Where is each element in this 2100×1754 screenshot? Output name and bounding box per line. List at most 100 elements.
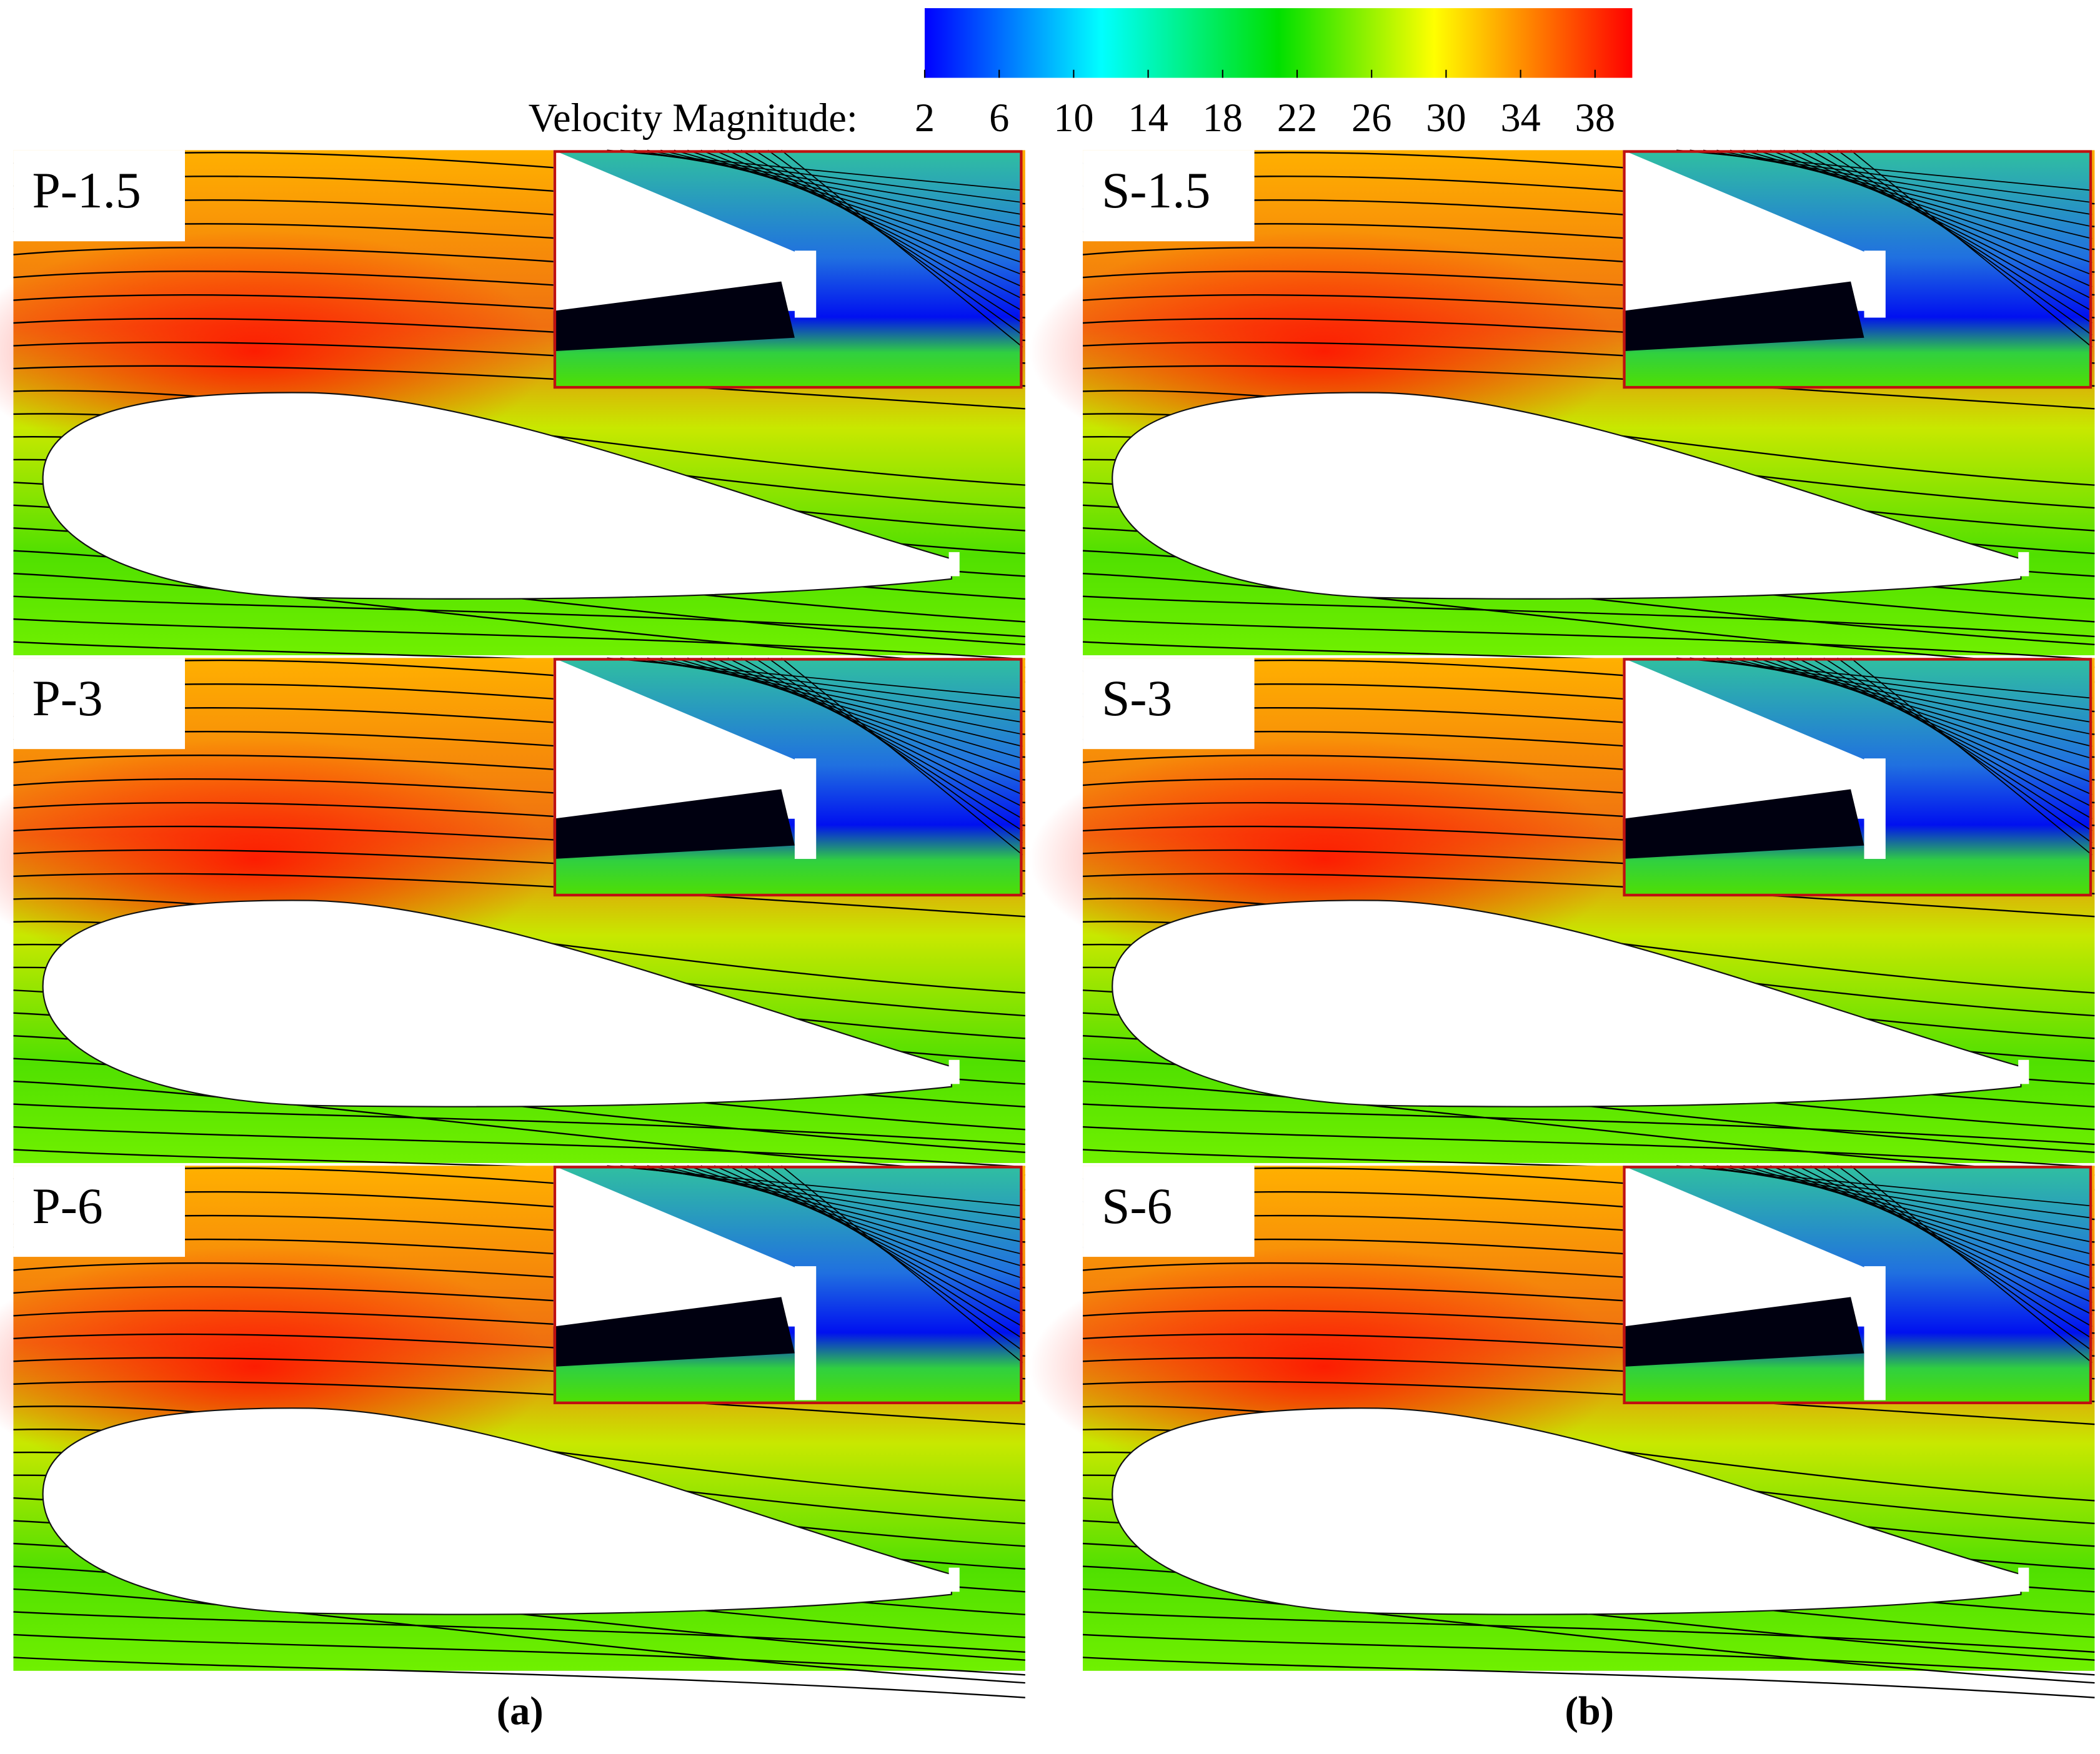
- inset-streamline: [1729, 1165, 2093, 1255]
- label-box: [13, 658, 185, 750]
- inset-streamline: [1783, 149, 2093, 287]
- inset-wake: [1623, 281, 1864, 352]
- label-box: [1083, 658, 1255, 750]
- inset-streamline: [714, 149, 1023, 287]
- panel-label: P-3: [32, 670, 102, 726]
- inset-streamline: [1850, 657, 2093, 856]
- colorbar-title: Velocity Magnitude:: [529, 96, 858, 140]
- label-box: [13, 150, 185, 242]
- flap: [2018, 1059, 2029, 1084]
- streamline: [1082, 573, 2095, 668]
- colorbar-tick-label: 10: [1053, 96, 1093, 140]
- inset-border: [553, 1166, 1023, 1405]
- streamline: [1083, 873, 2095, 918]
- inset-streamline: [1729, 149, 2093, 239]
- inset-airfoil: [1623, 658, 1878, 819]
- streamline: [1082, 1611, 2095, 1653]
- inset-airfoil: [1623, 1166, 1878, 1327]
- flap: [948, 1059, 960, 1084]
- colorbar-tick-label: 26: [1351, 96, 1391, 140]
- inset-border: [553, 658, 1023, 897]
- inset-streamline: [1716, 149, 2093, 227]
- inset-streamline: [1743, 1165, 2093, 1267]
- flow-panel: S-1.5: [1029, 149, 2095, 683]
- inset-streamline: [674, 657, 1023, 760]
- inset-wake: [553, 281, 795, 352]
- inset-streamline: [1823, 149, 2093, 324]
- inset: [553, 149, 1023, 389]
- inset-streamline: [1850, 1165, 2093, 1364]
- inset-streamline: [1743, 657, 2093, 760]
- inset-streamline: [1796, 1165, 2093, 1316]
- streamline: [1082, 1657, 2095, 1698]
- inset-streamline: [1850, 149, 2093, 348]
- streamline: [1082, 1588, 2095, 1684]
- colorbar-tick-label: 2: [915, 96, 935, 140]
- label-box: [1083, 150, 1255, 242]
- inset-streamline: [1810, 1165, 2093, 1327]
- inset-airfoil: [553, 150, 809, 311]
- streamline: [13, 573, 1025, 668]
- inset-streamline: [687, 1165, 1023, 1279]
- inset-streamline: [1716, 657, 2093, 735]
- inset-border: [1623, 658, 2093, 897]
- inset-flap: [1864, 1266, 1886, 1400]
- flow-panel: S-6: [1029, 1165, 2095, 1698]
- inset-border: [1623, 150, 2093, 389]
- flap: [2018, 552, 2029, 577]
- inset-wake: [553, 789, 795, 860]
- colorbar-tick-label: 6: [989, 96, 1009, 140]
- inset-wake: [1623, 1297, 1864, 1367]
- inset-streamline: [727, 657, 1023, 808]
- inset-streamline: [1796, 149, 2093, 300]
- streamline: [13, 1080, 1025, 1176]
- streamline: [13, 618, 1025, 660]
- flow-panel: P-6: [0, 1165, 1025, 1698]
- panel-label: P-6: [32, 1177, 102, 1234]
- inset: [1623, 149, 2093, 389]
- inset-streamline: [647, 149, 1023, 227]
- flow-panel: P-1.5: [0, 149, 1025, 683]
- inset-streamline: [647, 657, 1023, 735]
- inset-streamline: [754, 1165, 1023, 1339]
- inset-streamline: [687, 657, 1023, 771]
- inset-airfoil: [553, 658, 809, 819]
- streamline: [1083, 365, 2095, 410]
- streamline: [1083, 1380, 2095, 1425]
- inset-streamline: [1783, 657, 2093, 795]
- inset-streamline: [754, 149, 1023, 324]
- streamline: [13, 1103, 1025, 1146]
- inset-flap: [794, 1266, 817, 1400]
- flap: [948, 1567, 960, 1592]
- caption: (a): [497, 1688, 544, 1733]
- caption: (b): [1565, 1688, 1614, 1733]
- inset-streamline: [754, 657, 1023, 831]
- inset-streamline: [714, 1165, 1023, 1303]
- inset-streamline: [700, 149, 1023, 275]
- streamline: [13, 1611, 1025, 1653]
- inset-streamline: [780, 149, 1023, 348]
- inset-streamline: [700, 1165, 1023, 1291]
- streamline: [1082, 618, 2095, 660]
- inset-streamline: [1716, 1165, 2093, 1243]
- colorbar: [924, 8, 1633, 78]
- inset-streamline: [780, 657, 1023, 856]
- panel-label: S-1.5: [1102, 162, 1210, 219]
- inset: [1623, 657, 2093, 897]
- inset-streamline: [1770, 149, 2093, 275]
- inset-airfoil: [1623, 150, 1878, 311]
- inset-streamline: [660, 657, 1023, 747]
- inset-streamline: [727, 149, 1023, 300]
- inset-streamline: [1756, 149, 2093, 264]
- inset: [553, 1165, 1023, 1405]
- inset-streamline: [740, 657, 1023, 820]
- inset-border: [1623, 1166, 2093, 1405]
- streamline: [1082, 1080, 2095, 1176]
- panel-label: S-6: [1102, 1177, 1172, 1234]
- streamline: [1082, 595, 2095, 638]
- inset-streamline: [727, 1165, 1023, 1316]
- inset-flap: [794, 250, 817, 318]
- inset-flap: [1864, 250, 1886, 318]
- inset-streamline: [780, 1165, 1023, 1364]
